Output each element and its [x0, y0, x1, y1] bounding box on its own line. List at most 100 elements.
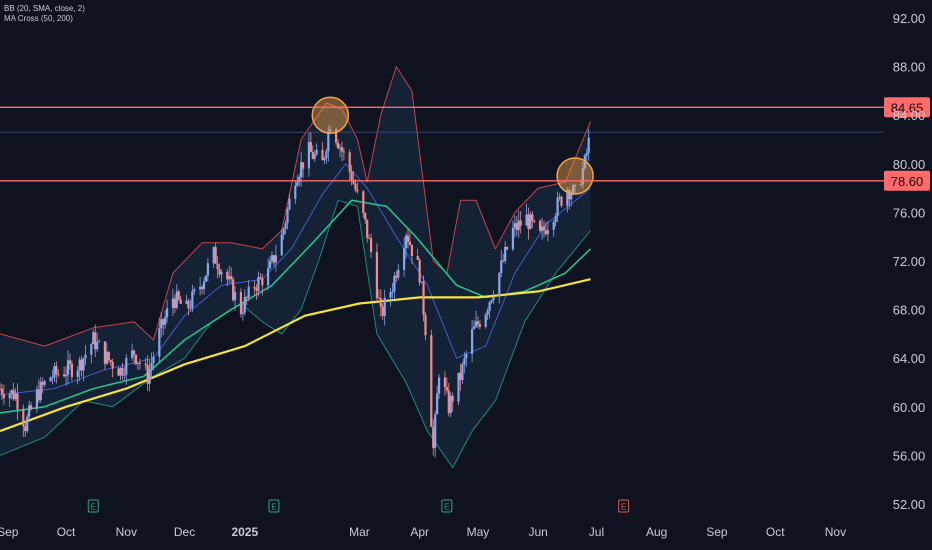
candle-body[interactable] — [451, 395, 454, 402]
candle-body[interactable] — [420, 281, 423, 283]
candle-body[interactable] — [41, 381, 44, 385]
candle-body[interactable] — [375, 251, 379, 298]
candle-body[interactable] — [410, 244, 413, 256]
candle-body[interactable] — [552, 222, 555, 230]
candle-body[interactable] — [245, 297, 248, 299]
candle-body[interactable] — [513, 223, 516, 228]
candle-body[interactable] — [214, 247, 217, 264]
candle-body[interactable] — [121, 367, 124, 376]
candle-body[interactable] — [556, 197, 559, 217]
candle-body[interactable] — [220, 271, 223, 275]
candle-body[interactable] — [443, 377, 447, 388]
candle-body[interactable] — [55, 366, 58, 375]
candle-body[interactable] — [76, 370, 79, 377]
candle-body[interactable] — [200, 286, 204, 290]
candle-body[interactable] — [422, 281, 425, 315]
candle-body[interactable] — [395, 275, 398, 278]
candle-body[interactable] — [474, 321, 478, 327]
candle-body[interactable] — [511, 227, 515, 250]
candle-body[interactable] — [111, 361, 114, 369]
candle-body[interactable] — [226, 271, 229, 280]
candle-body[interactable] — [202, 281, 206, 290]
candle-body[interactable] — [484, 314, 487, 327]
candle-body[interactable] — [307, 142, 311, 169]
candle-body[interactable] — [216, 263, 219, 270]
candle-body[interactable] — [539, 220, 542, 231]
candle-body[interactable] — [540, 226, 544, 231]
candle-body[interactable] — [315, 149, 318, 155]
candle-body[interactable] — [125, 357, 128, 375]
candle-body[interactable] — [527, 214, 530, 229]
candle-body[interactable] — [356, 189, 359, 192]
earnings-marker-4[interactable] — [618, 499, 630, 513]
candle-body[interactable] — [309, 142, 312, 153]
candle-body[interactable] — [132, 350, 136, 355]
candle-body[interactable] — [14, 393, 17, 400]
candle-body[interactable] — [490, 300, 493, 303]
candle-body[interactable] — [498, 272, 501, 297]
candle-body[interactable] — [105, 351, 108, 364]
candle-body[interactable] — [146, 365, 149, 384]
candle-body[interactable] — [212, 247, 215, 264]
candle-body[interactable] — [391, 291, 394, 293]
candle-body[interactable] — [35, 389, 39, 409]
candle-body[interactable] — [138, 362, 141, 364]
candle-body[interactable] — [342, 151, 345, 153]
candle-body[interactable] — [325, 151, 328, 159]
candle-body[interactable] — [66, 360, 70, 375]
candle-body[interactable] — [193, 289, 196, 292]
candle-body[interactable] — [97, 341, 101, 343]
candle-body[interactable] — [583, 155, 586, 169]
candle-body[interactable] — [70, 363, 73, 377]
candle-body[interactable] — [179, 299, 182, 304]
candle-body[interactable] — [560, 196, 563, 206]
candle-body[interactable] — [185, 300, 188, 304]
candle-body[interactable] — [175, 291, 178, 308]
candle-body[interactable] — [336, 142, 340, 149]
candle-body[interactable] — [187, 300, 190, 309]
candle-body[interactable] — [39, 381, 42, 401]
legend-bb-label[interactable]: BB (20, SMA, close, 2) — [4, 4, 85, 13]
candle-body[interactable] — [191, 291, 194, 308]
candle-body[interactable] — [22, 409, 25, 427]
candle-body[interactable] — [63, 374, 66, 377]
candle-body[interactable] — [57, 374, 60, 376]
candle-body[interactable] — [10, 390, 13, 395]
candle-body[interactable] — [150, 363, 153, 370]
candle-body[interactable] — [369, 238, 373, 252]
candle-body[interactable] — [107, 351, 110, 361]
candle-body[interactable] — [51, 377, 54, 379]
candle-body[interactable] — [148, 369, 151, 384]
candle-body[interactable] — [286, 209, 289, 224]
candle-body[interactable] — [362, 191, 365, 214]
candle-body[interactable] — [158, 328, 161, 357]
earnings-marker-3[interactable] — [441, 499, 453, 513]
candle-body[interactable] — [393, 275, 396, 292]
candle-body[interactable] — [404, 235, 408, 249]
candle-body[interactable] — [581, 168, 584, 185]
candle-body[interactable] — [43, 381, 46, 385]
candle-body[interactable] — [300, 162, 303, 178]
candle-body[interactable] — [434, 414, 437, 449]
candle-body[interactable] — [478, 324, 481, 327]
candle-body[interactable] — [348, 152, 351, 172]
candle-body[interactable] — [364, 213, 367, 220]
candle-body[interactable] — [504, 246, 507, 261]
candle-body[interactable] — [486, 310, 489, 315]
candle-body[interactable] — [323, 158, 326, 161]
candle-body[interactable] — [80, 359, 83, 371]
candle-body[interactable] — [531, 214, 534, 221]
candle-body[interactable] — [472, 326, 476, 330]
candle-body[interactable] — [206, 263, 209, 276]
candle-body[interactable] — [284, 223, 287, 229]
candle-body[interactable] — [354, 183, 357, 190]
candle-body[interactable] — [294, 185, 297, 199]
candle-body[interactable] — [529, 214, 532, 229]
candle-body[interactable] — [64, 374, 68, 377]
candle-body[interactable] — [78, 359, 81, 371]
candle-body[interactable] — [350, 171, 353, 181]
candle-body[interactable] — [288, 198, 291, 210]
highlight-circle-1[interactable] — [311, 96, 350, 134]
